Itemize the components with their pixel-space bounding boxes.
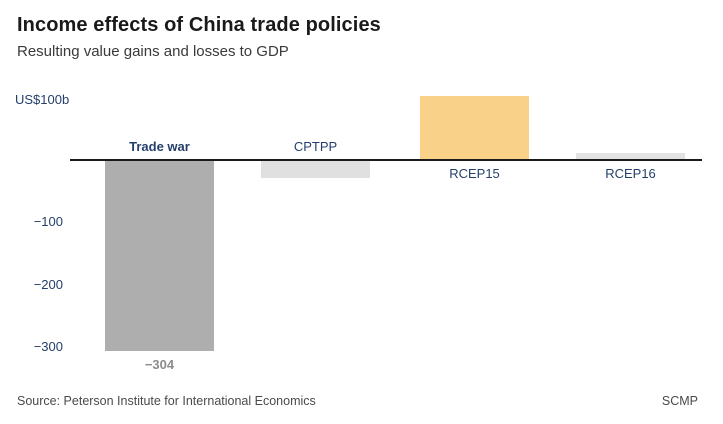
- bar-trade-war: [105, 160, 214, 351]
- category-label-cptpp: CPTPP: [293, 138, 338, 154]
- category-label-rcep16: RCEP16: [605, 165, 656, 181]
- y-axis-tick-300: −300: [33, 339, 63, 354]
- category-label-rcep15: RCEP15: [449, 165, 500, 181]
- chart-subtitle: Resulting value gains and losses to GDP: [17, 43, 289, 60]
- zero-baseline-axis: [70, 158, 702, 161]
- bar-rcep16: [576, 152, 685, 159]
- y-axis-tick-200: −200: [33, 276, 63, 292]
- source-text: Source: Peterson Institute for Internati…: [17, 394, 316, 408]
- value-label-trade-war: −304: [144, 356, 175, 372]
- y-axis-unit-label: US$100b: [15, 92, 70, 107]
- category-label-trade-war: Trade war: [129, 138, 190, 154]
- y-axis-tick-100: −100: [33, 214, 63, 229]
- bar-rcep15: [420, 96, 529, 159]
- bar-cptpp: [261, 160, 370, 178]
- chart-title: Income effects of China trade policies: [17, 14, 381, 36]
- scmp-credit: SCMP: [661, 394, 698, 408]
